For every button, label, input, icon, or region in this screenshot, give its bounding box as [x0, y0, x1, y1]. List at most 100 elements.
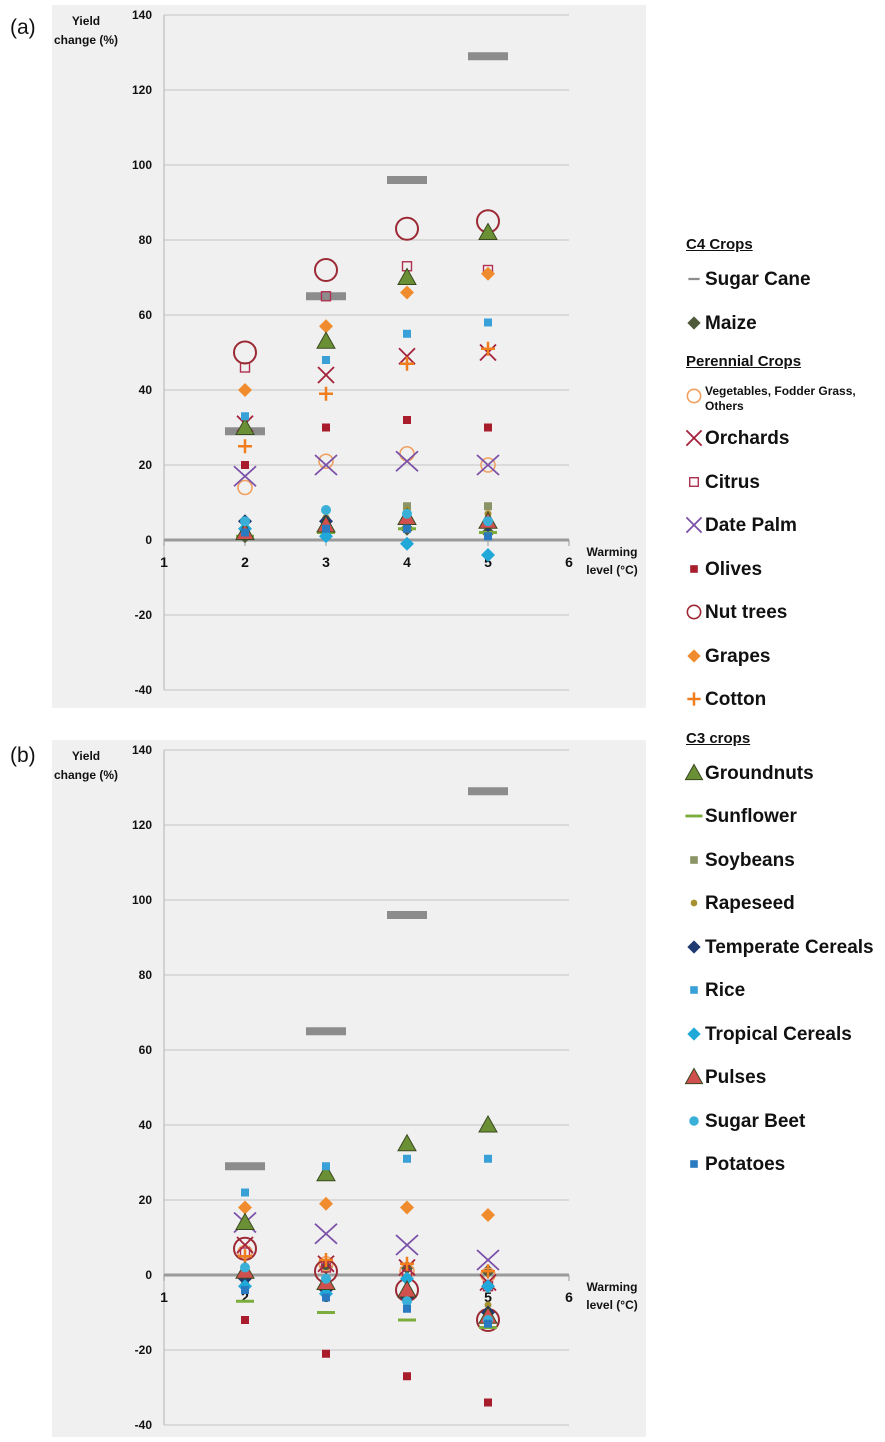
series-olives-a	[241, 416, 492, 469]
legend-label: Sugar Cane	[705, 269, 811, 290]
legend-item-grapes: Grapes	[684, 643, 884, 673]
legend-marker-nut-trees	[686, 604, 702, 620]
legend-item-cotton: Cotton	[684, 686, 884, 716]
series-grapes-a	[238, 266, 495, 397]
legend-label: Tropical Cereals	[705, 1023, 852, 1045]
legend-label: Date Palm	[705, 515, 797, 536]
series-orchards-b	[236, 1236, 497, 1292]
legend-marker-rice	[690, 986, 698, 994]
y-tick-label: 140	[132, 8, 152, 22]
x-axis-label-line2: level (°C)	[586, 1298, 637, 1312]
legend-label: Potatoes	[705, 1154, 786, 1175]
series-sugar-beet-b	[240, 1262, 493, 1325]
legend-group-title: C4 Crops	[686, 236, 753, 253]
series-rice-a	[241, 318, 492, 421]
point-date-palm-b	[395, 1234, 419, 1256]
series-nut-trees-a	[233, 209, 500, 365]
point-groundnuts-b	[235, 1212, 255, 1230]
legend: C4 Crops Sugar Cane Maize Perennial Crops Ve…	[684, 236, 884, 1186]
point-rice-a	[241, 412, 249, 421]
x-tick-label: 6	[565, 1289, 573, 1305]
x-axis-label-line1: Warming	[587, 545, 638, 559]
series-sugar-cane-a	[225, 52, 508, 436]
point-groundnuts-b	[316, 1163, 336, 1182]
point-nut-trees-a	[395, 216, 419, 241]
point-rice-b	[403, 1154, 411, 1163]
legend-label: Orchards	[705, 428, 790, 449]
point-groundnuts-a	[316, 331, 336, 349]
y-axis-label-line2: change (%)	[54, 768, 118, 782]
y-axis-label-line2: change (%)	[54, 33, 118, 47]
point-date-palm-a	[395, 450, 419, 472]
point-olives-a	[241, 461, 249, 469]
legend-marker-citrus	[689, 476, 699, 487]
point-olives-b	[322, 1349, 330, 1358]
y-tick-label: 0	[145, 1268, 152, 1282]
y-tick-label: 100	[132, 158, 152, 172]
point-rice-b	[241, 1188, 249, 1197]
point-grapes-b	[238, 1200, 252, 1215]
x-tick-label: 5	[484, 554, 492, 570]
series-rice-b	[241, 1154, 492, 1197]
series-vegetables-fodder-grass-others-a	[237, 445, 496, 496]
y-tick-label: -20	[135, 1343, 153, 1357]
legend-marker-temperate-cereals	[687, 939, 701, 954]
legend-item-rice: Rice	[684, 977, 884, 1007]
point-olives-a	[484, 423, 492, 432]
y-tick-label: -20	[135, 608, 153, 622]
point-date-palm-a	[314, 454, 338, 476]
point-tropical-cereals-a	[481, 548, 495, 562]
point-sugar-cane-a	[387, 176, 427, 184]
series-temperate-cereals-b	[238, 1271, 495, 1320]
point-sugar-beet-b	[240, 1262, 250, 1273]
point-nut-trees-a	[233, 340, 257, 365]
series-vegetables-fodder-grass-others-b	[237, 1244, 496, 1283]
y-tick-label: 80	[139, 233, 153, 247]
point-groundnuts-a	[397, 267, 417, 285]
point-soybeans-a	[403, 502, 411, 511]
y-tick-label: 20	[139, 458, 153, 472]
point-sugar-cane-a	[306, 292, 346, 301]
series-pulses-a	[235, 507, 498, 540]
point-groundnuts-a	[235, 417, 255, 435]
point-sugar-cane-a	[468, 52, 508, 61]
legend-label: Olives	[705, 558, 763, 580]
point-vegetables-fodder-grass-others-a	[237, 479, 253, 496]
x-tick-label: 2	[241, 1289, 249, 1305]
x-tick-label: 6	[565, 554, 573, 570]
series-date-palm-b	[233, 1211, 500, 1271]
point-sugar-beet-a	[321, 505, 331, 515]
series-sugar-beet-a	[240, 505, 493, 527]
point-soybeans-a	[484, 502, 492, 511]
panel-label-a: (a)	[10, 16, 36, 39]
series-cotton-b	[238, 1249, 495, 1279]
legend-label: Rapeseed	[705, 893, 795, 914]
point-grapes-a	[400, 285, 414, 300]
point-vegetables-fodder-grass-others-a	[318, 453, 334, 470]
point-grapes-a	[238, 383, 252, 397]
chart-panel-b: -40-20020406080100120140123456Yieldchang…	[52, 740, 646, 1437]
series-orchards-a	[236, 343, 497, 433]
point-potatoes-a	[484, 532, 492, 541]
legend-group-title: Perennial Crops	[686, 353, 802, 370]
series-potatoes-b	[241, 1286, 492, 1328]
point-citrus-a	[320, 291, 332, 302]
legend-marker-grapes	[687, 648, 701, 663]
legend-item-tropical-cereals: Tropical Cereals	[684, 1021, 884, 1051]
point-rice-b	[322, 1162, 330, 1171]
x-tick-label: 3	[322, 554, 330, 570]
chart-b: -40-20020406080100120140123456Yieldchang…	[54, 743, 638, 1432]
series-citrus-a	[239, 261, 494, 373]
point-groundnuts-b	[478, 1114, 498, 1133]
legend-marker-date-palm	[685, 516, 703, 534]
point-grapes-b	[400, 1200, 414, 1215]
legend-marker-sunflower	[685, 814, 703, 818]
series-rapeseed-b	[241, 1275, 492, 1309]
legend-label: Vegetables, Fodder Grass, Others	[705, 384, 856, 413]
point-sunflower-b	[398, 1318, 416, 1322]
point-sugar-beet-a	[402, 508, 412, 519]
point-pulses-b	[397, 1279, 417, 1298]
point-olives-b	[403, 1372, 411, 1381]
y-tick-label: -40	[135, 683, 153, 697]
legend-marker-orchards	[685, 429, 703, 447]
